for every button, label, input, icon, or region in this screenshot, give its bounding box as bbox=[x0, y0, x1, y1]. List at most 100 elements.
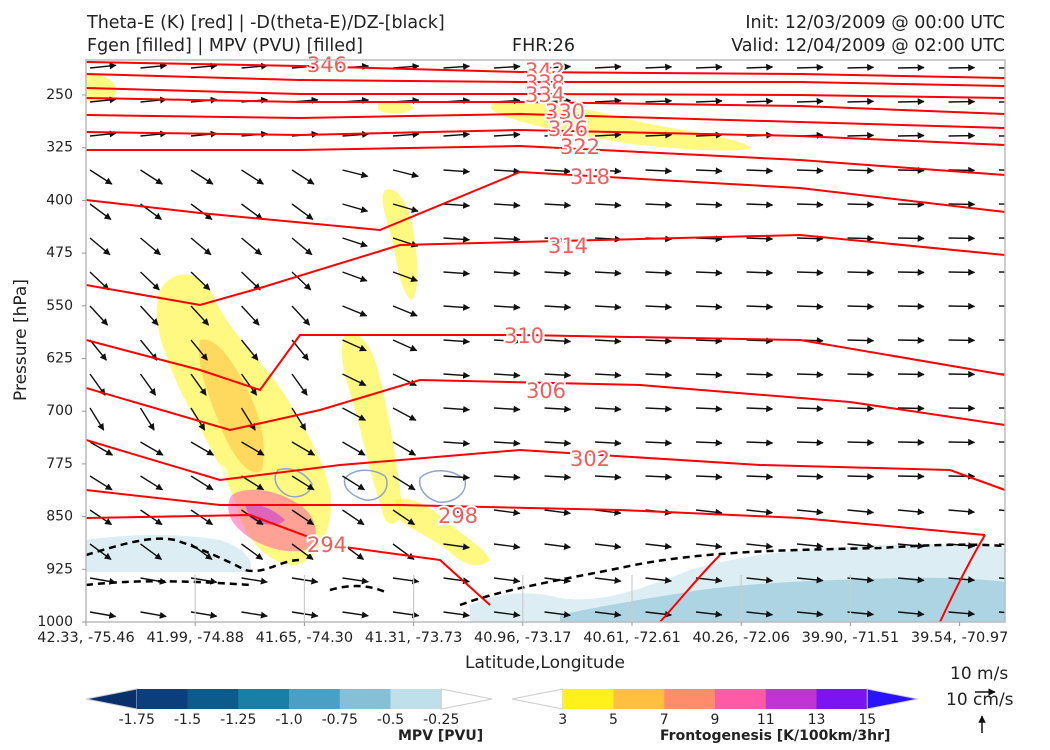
stability-contour-1 bbox=[86, 537, 301, 573]
y-tick-label: 850 bbox=[46, 509, 73, 525]
wind-vector bbox=[746, 269, 774, 277]
y-tick-label: 925 bbox=[46, 561, 73, 577]
fgen-colorbar-tick: 11 bbox=[757, 712, 775, 728]
wind-vector bbox=[392, 509, 416, 526]
wind-vector bbox=[544, 303, 572, 311]
wind-vector bbox=[241, 577, 268, 585]
wind-vector bbox=[89, 407, 105, 431]
mpv-outline-2 bbox=[343, 469, 388, 501]
y-axis-title: Pressure [hPa] bbox=[11, 279, 31, 401]
mpv-colorbar-segment bbox=[390, 689, 442, 709]
wind-vector bbox=[342, 577, 369, 585]
fgen-colorbar-tick: 5 bbox=[609, 712, 618, 728]
wind-vector bbox=[847, 63, 875, 71]
wind-vector bbox=[139, 373, 157, 396]
wind-vector bbox=[342, 237, 368, 248]
title-line-2: Fgen [filled] | MPV (PVU) [filled] bbox=[87, 36, 363, 56]
wind-vector bbox=[190, 509, 214, 526]
wind-vector bbox=[291, 441, 316, 456]
wind-vector bbox=[645, 473, 673, 481]
wind-vector bbox=[140, 271, 160, 291]
wind-vector bbox=[493, 167, 521, 175]
wind-vector bbox=[594, 269, 622, 277]
wind-vector bbox=[746, 97, 774, 105]
wind-vector bbox=[291, 509, 315, 526]
wind-vector bbox=[443, 509, 470, 517]
valid-time: Valid: 12/04/2009 @ 02:00 UTC bbox=[731, 36, 1005, 56]
wind-vector bbox=[594, 97, 622, 105]
wind-vector bbox=[796, 303, 824, 311]
wind-vector bbox=[190, 373, 207, 396]
theta-e-contour-314 bbox=[86, 233, 1005, 307]
wind-vector bbox=[847, 235, 875, 243]
mpv-colorbar-tick: -0.75 bbox=[322, 712, 358, 728]
mpv-colorbar-tick: -1.75 bbox=[119, 712, 155, 728]
wind-vector bbox=[291, 373, 308, 396]
wind-vector bbox=[645, 63, 673, 71]
wind-vector bbox=[443, 577, 470, 585]
wind-vector bbox=[544, 611, 571, 618]
wind-vector bbox=[796, 508, 824, 516]
wind-vector bbox=[291, 475, 315, 491]
y-tick-label: 1000 bbox=[37, 614, 73, 630]
wind-vector bbox=[645, 439, 673, 447]
wind-vector bbox=[645, 337, 673, 345]
x-axis-title: Latitude,Longitude bbox=[465, 653, 625, 673]
wind-vector bbox=[897, 610, 925, 618]
wind-vector bbox=[544, 131, 572, 139]
theta-e-contour-326 bbox=[86, 128, 1005, 146]
theta-e-label: 314 bbox=[548, 234, 588, 258]
wind-vector bbox=[89, 203, 112, 220]
wind-vector bbox=[544, 509, 571, 516]
wind-vector bbox=[89, 611, 117, 619]
wind-vector bbox=[544, 337, 572, 345]
fgen-colorbar-segment bbox=[511, 688, 564, 710]
wind-vector bbox=[493, 611, 521, 619]
wind-vector bbox=[897, 472, 925, 480]
y-tick-label: 250 bbox=[46, 87, 73, 103]
y-tick-label: 700 bbox=[46, 403, 73, 419]
x-tick-label: 42.33, -75.46 bbox=[37, 630, 134, 646]
wind-vector bbox=[796, 610, 824, 618]
wind-vector bbox=[342, 475, 366, 491]
wind-vector bbox=[291, 305, 311, 326]
wind-vector bbox=[392, 441, 417, 456]
wind-vector bbox=[493, 303, 521, 311]
wind-vector bbox=[695, 97, 723, 105]
horizontal-vector-reference: 10 m/s bbox=[950, 664, 1009, 684]
wind-vector bbox=[796, 542, 824, 550]
fgen-colorbar-segment bbox=[715, 689, 767, 709]
wind-vector bbox=[847, 439, 875, 447]
wind-vector bbox=[998, 543, 1005, 546]
wind-vector bbox=[89, 475, 113, 491]
wind-vector bbox=[695, 201, 723, 209]
wind-vector bbox=[291, 543, 314, 560]
wind-vector bbox=[493, 63, 521, 71]
wind-vector bbox=[140, 475, 164, 491]
wind-vector bbox=[998, 509, 1005, 512]
plot-frame bbox=[85, 59, 1006, 623]
wind-vector bbox=[392, 271, 419, 283]
theta-e-contour-surface bbox=[659, 534, 986, 622]
mpv-colorbar-tick: -1.0 bbox=[275, 712, 302, 728]
mpv-colorbar-tick: -1.25 bbox=[220, 712, 256, 728]
mpv-colorbar-segment bbox=[85, 688, 138, 710]
wind-vector bbox=[695, 371, 723, 379]
wind-vector bbox=[796, 63, 824, 71]
wind-vector bbox=[139, 305, 159, 326]
wind-vector bbox=[443, 131, 471, 139]
wind-vector bbox=[796, 405, 824, 413]
wind-vector bbox=[190, 237, 212, 256]
wind-vector bbox=[998, 577, 1005, 580]
init-time: Init: 12/03/2009 @ 00:00 UTC bbox=[745, 13, 1005, 33]
wind-vector bbox=[240, 407, 256, 431]
x-tick-label: 41.31, -73.73 bbox=[365, 630, 462, 646]
theta-e-contour-294 bbox=[86, 513, 491, 606]
wind-vector bbox=[544, 201, 572, 209]
wind-vector bbox=[897, 132, 925, 140]
wind-vector bbox=[746, 576, 774, 584]
wind-vector bbox=[190, 305, 210, 326]
wind-vector bbox=[140, 62, 168, 70]
wind-vector bbox=[847, 269, 875, 277]
wind-vector bbox=[443, 269, 471, 277]
